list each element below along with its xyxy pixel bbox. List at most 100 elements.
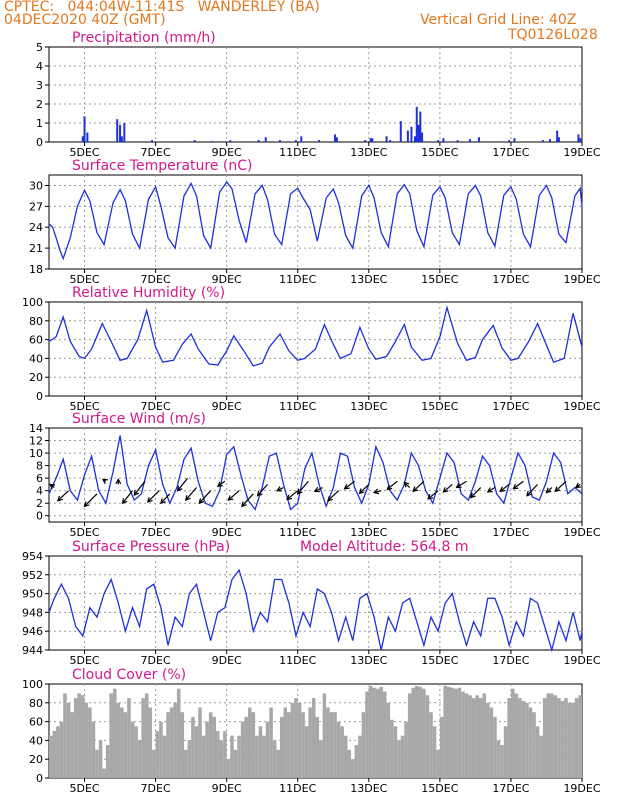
cloud-cover-bar: [176, 688, 181, 778]
temperature-y-tick-label: 24: [29, 221, 43, 234]
pressure-y-tick-label: 948: [22, 606, 43, 619]
cloud-cover-bar: [414, 685, 419, 778]
cloud-cover-bar: [80, 695, 85, 778]
header-code: TQ0126L028: [508, 27, 598, 43]
wind-vector-head: [121, 498, 128, 505]
wind-vector-head: [526, 490, 532, 497]
precipitation-x-tick-label: 15DEC: [421, 146, 458, 159]
cloud-cover-bar: [383, 691, 387, 778]
cloud-cover-bar: [489, 707, 494, 778]
wind-vector-head: [512, 483, 519, 490]
wind-vector: [526, 483, 539, 497]
pressure-x-tick-label: 5DEC: [69, 654, 99, 667]
cloud-cover-bar: [184, 749, 188, 778]
wind-vector: [257, 484, 268, 497]
temperature-title: Surface Temperature (nC): [72, 158, 253, 174]
cloud-cover-bar: [532, 712, 536, 778]
cloud-cover-bar: [166, 712, 170, 778]
temperature-x-tick-label: 9DEC: [212, 273, 242, 286]
precipitation-bar: [257, 140, 260, 142]
precipitation-bar: [469, 139, 472, 142]
wind-vector: [185, 487, 197, 501]
cloud-cover-bar: [319, 740, 323, 778]
precipitation-bar: [419, 111, 422, 142]
wind-vector-head: [176, 485, 183, 492]
wind-vector: [147, 490, 160, 503]
precipitation-bar: [335, 137, 338, 142]
wind-vector: [386, 480, 398, 490]
cloud-cover-bar: [290, 702, 295, 778]
cloud-cover-bar: [255, 735, 259, 778]
wind-vector: [314, 486, 323, 492]
precipitation-bar: [371, 138, 374, 142]
pressure-y-tick-label: 954: [22, 550, 43, 563]
wind-vector: [499, 483, 510, 492]
cloud-cover-bar: [112, 688, 117, 778]
precipitation-bar: [86, 132, 89, 142]
wind-vector: [160, 493, 171, 504]
cloud-cover-x-tick-label: 19DEC: [563, 782, 600, 795]
cloud-cover-bar: [269, 707, 273, 778]
temperature-frame: [48, 174, 583, 270]
cloud-cover-bar: [354, 745, 359, 778]
wind-vector-head: [554, 486, 561, 493]
cloud-cover-bar: [386, 702, 391, 778]
cloud-cover-bar: [379, 686, 384, 778]
precipitation-x-tick-label: 19DEC: [563, 146, 600, 159]
precipitation-bar: [421, 132, 424, 142]
cloud-cover-bar: [365, 691, 369, 778]
precipitation-title: Precipitation (mm/h): [72, 30, 216, 46]
cloud-cover-bar: [507, 698, 511, 778]
cloud-cover-bar: [432, 726, 437, 778]
precipitation-bar: [369, 138, 372, 142]
cloud-cover-bar: [276, 749, 280, 778]
wind-vector: [84, 493, 98, 507]
cloud-cover-bar: [347, 749, 352, 778]
wind-y-tick-label: 10: [29, 447, 43, 460]
precipitation-bar: [508, 140, 511, 142]
cloud-cover-bar: [329, 712, 334, 778]
pressure-x-tick-label: 9DEC: [212, 654, 242, 667]
cloud-cover-bar: [496, 740, 501, 778]
precipitation-frame: [48, 46, 583, 143]
pressure-title: Surface Pressure (hPa): [72, 539, 230, 555]
cloud-cover-bar: [159, 721, 163, 778]
cloud-cover-bar: [130, 721, 135, 778]
humidity-y-tick-label: 80: [29, 315, 43, 328]
cloud-cover-bar: [134, 726, 138, 778]
cloud-cover-bar: [88, 707, 92, 778]
humidity-x-tick-label: 15DEC: [421, 400, 458, 413]
cloud-cover-bar: [550, 693, 554, 778]
precipitation-x-tick-label: 11DEC: [279, 146, 316, 159]
precipitation-y-tick-label: 5: [36, 41, 43, 54]
wind-frame: [48, 427, 583, 523]
cloud-cover-bar: [343, 735, 348, 778]
cloud-cover-bar: [216, 731, 220, 778]
cloud-cover-x-tick-label: 9DEC: [212, 782, 242, 795]
precipitation-bar: [318, 140, 321, 142]
precipitation-bar: [123, 123, 126, 142]
humidity-x-tick-label: 19DEC: [563, 400, 600, 413]
wind-x-tick-label: 5DEC: [69, 526, 99, 539]
cloud-cover-bar: [63, 693, 67, 778]
cloud-cover-bar: [294, 698, 298, 778]
cloud-cover-bar: [98, 740, 103, 778]
humidity-x-tick-label: 7DEC: [141, 400, 171, 413]
precipitation-bar: [300, 136, 303, 142]
wind-series-line: [48, 435, 583, 511]
cloud-cover-bar: [244, 716, 248, 778]
wind-vector-head: [412, 486, 419, 493]
cloud-cover-bar: [322, 693, 327, 778]
wind-y-tick-label: 4: [36, 485, 43, 498]
pressure-y-tick-label: 952: [22, 569, 43, 582]
cloud-cover-bar: [454, 688, 458, 778]
cloud-cover-bar: [375, 688, 380, 778]
cloud-cover-bar: [564, 698, 568, 778]
cloud-cover-bar: [279, 716, 284, 778]
wind-vector-head: [256, 490, 263, 497]
cloud-cover-bar: [478, 698, 483, 778]
pressure-x-tick-label: 11DEC: [279, 654, 316, 667]
precipitation-bar: [229, 140, 232, 142]
wind-vector: [217, 480, 226, 487]
precipitation-bar: [116, 119, 119, 142]
